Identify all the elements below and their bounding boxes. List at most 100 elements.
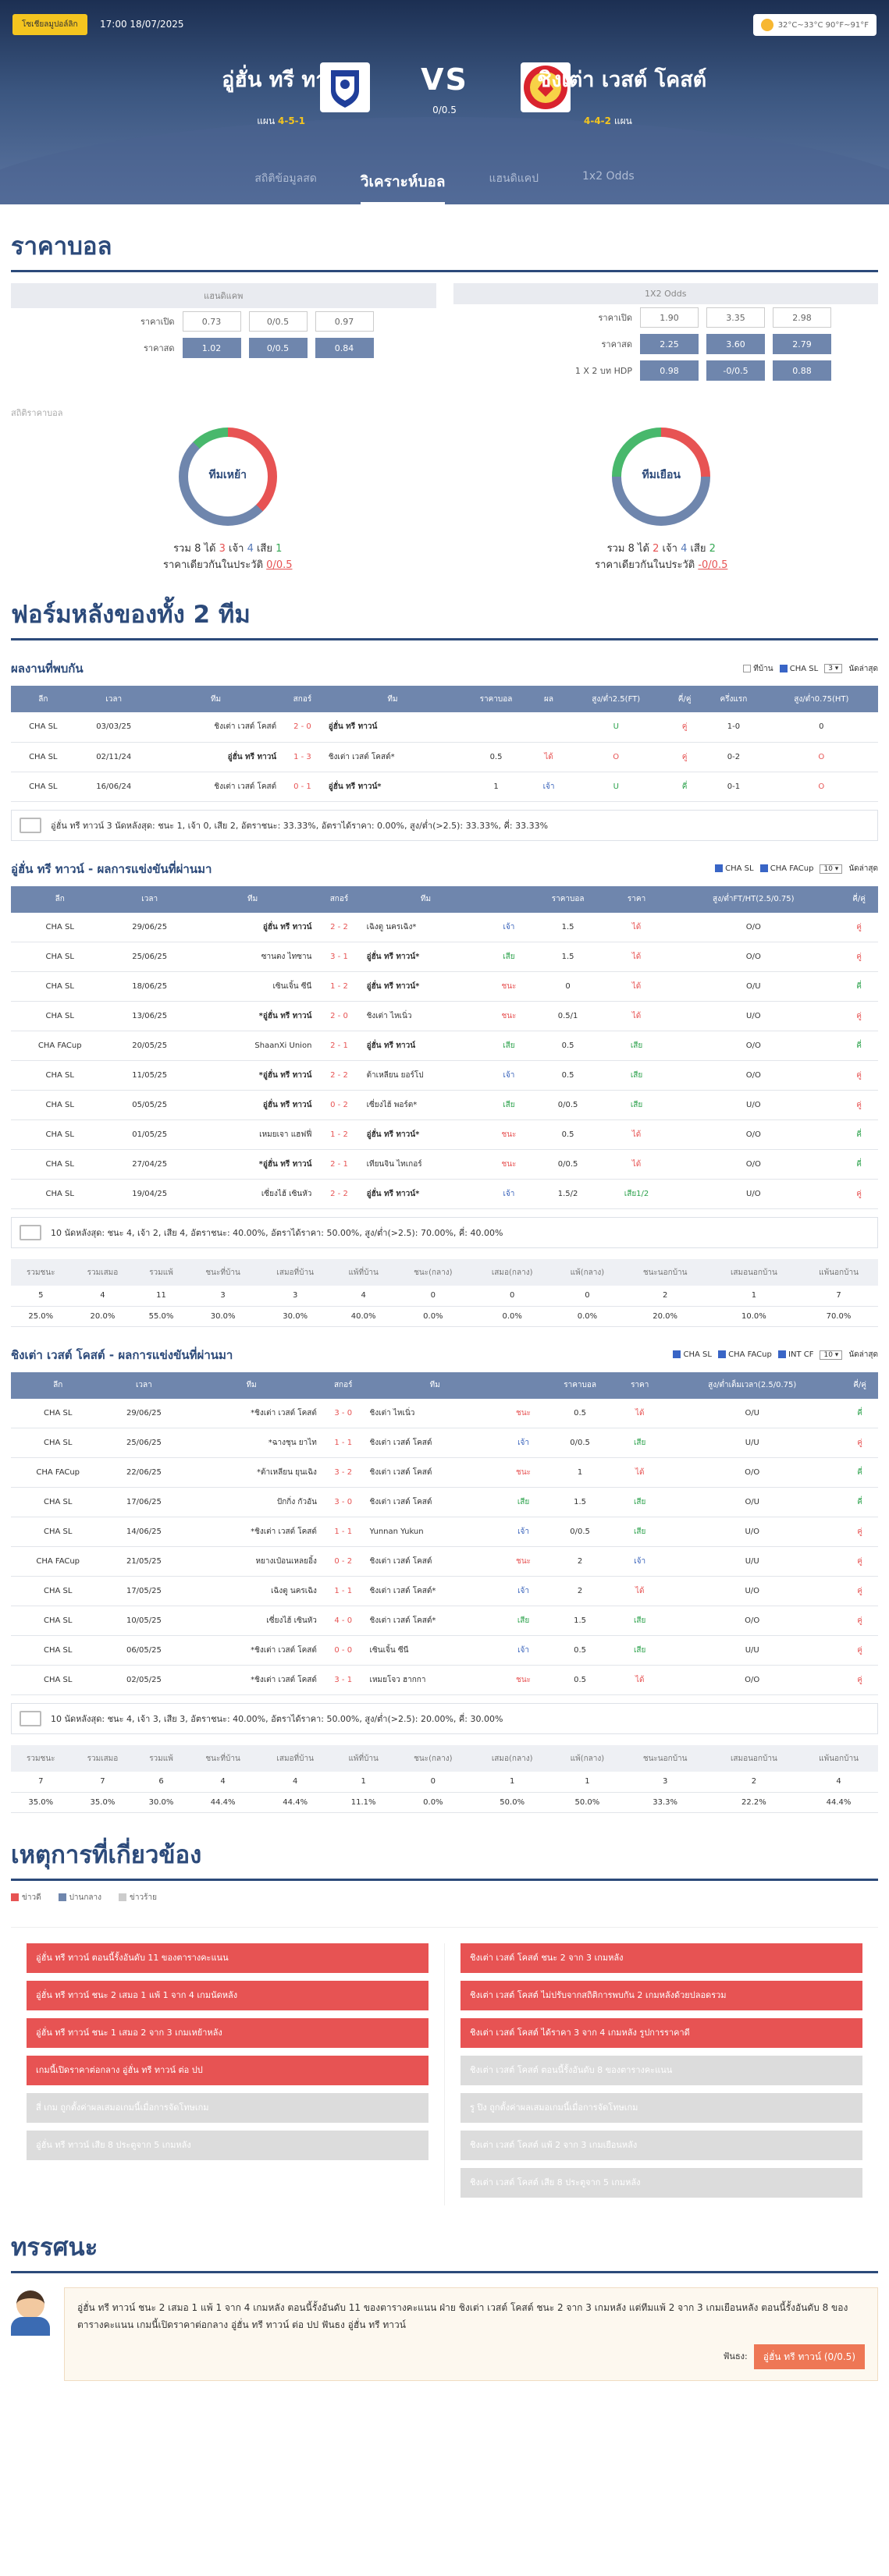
event-item[interactable]: สี่ เกม ถูกตั้งค่าผลเสมอเกมนี้เมื่อการจั… bbox=[27, 2092, 428, 2123]
odds-cell[interactable]: 1.02 bbox=[182, 338, 241, 358]
table-row[interactable]: CHA SL 13/06/25 *อู่ฮั่น ทรี ทาวน์ 2 - 0 ชิง… bbox=[11, 1001, 878, 1031]
pencil-icon bbox=[20, 1711, 41, 1726]
odds-cell[interactable]: 0.98 bbox=[640, 360, 699, 381]
table-cell: เสีย bbox=[617, 1635, 663, 1666]
odds-cell[interactable]: -0/0.5 bbox=[706, 360, 765, 381]
odds-cell[interactable]: 2.25 bbox=[640, 334, 699, 354]
table-cell: ชิงเต่า เวสต์ โคสต์ bbox=[366, 1457, 504, 1488]
stat-header: รวมเสมอ bbox=[70, 1259, 135, 1286]
odds-cell[interactable]: 2.79 bbox=[773, 334, 831, 354]
odds-cell[interactable]: 3.60 bbox=[706, 334, 765, 354]
count-select[interactable]: 10 ▾ bbox=[820, 1350, 843, 1360]
table-cell: CHA SL bbox=[11, 1060, 109, 1091]
table-row[interactable]: CHA FACup 22/06/25 *ต้าเหลียน ยุนเฉิง 3 - 2… bbox=[11, 1457, 878, 1488]
table-row[interactable]: CHA SL 03/03/25 ชิงเต่า เวสต์ โคสต์ 2 - 0 อู… bbox=[11, 712, 878, 743]
odds-cell[interactable]: 0.84 bbox=[315, 338, 374, 358]
table-cell: 1.5/2 bbox=[529, 1179, 606, 1209]
odds-cell[interactable]: 0.97 bbox=[315, 311, 374, 332]
brand-button[interactable]: โซเชียลมูปอล์ลิก bbox=[12, 14, 87, 35]
odds-cell[interactable]: 1.90 bbox=[640, 307, 699, 328]
event-item[interactable]: ชิงเต่า เวสต์ โคสต์ เสีย 8 ประตูจาก 5 เก… bbox=[461, 2167, 862, 2198]
h2h-filters: ทีบ้าน CHA SL 3 ▾ นัดล่าสุด bbox=[743, 663, 878, 675]
table-row[interactable]: CHA FACup 20/05/25 ShaanXi Union 2 - 1 อู่ฮั… bbox=[11, 1031, 878, 1061]
table-cell: คี่ bbox=[841, 1457, 878, 1488]
event-item[interactable]: ชิงเต่า เวสต์ โคสต์ ตอนนี้รั้งอันดับ 8 ข… bbox=[461, 2055, 862, 2085]
same-value[interactable]: -0/0.5 bbox=[698, 559, 728, 571]
table-row[interactable]: CHA SL 29/06/25 อู่ฮั่น ทรี ทาวน์ 2 - 2 เฉิง… bbox=[11, 912, 878, 942]
event-item[interactable]: ชิงเต่า เวสต์ โคสต์ แพ้ 2 จาก 3 เกมเยือน… bbox=[461, 2130, 862, 2160]
event-item[interactable]: ชิงเต่า เวสต์ โคสต์ ไม่ปรับจากสถิติการพบ… bbox=[461, 1980, 862, 2010]
filter-checkbox[interactable]: CHA FACup bbox=[717, 1350, 772, 1359]
odds-cell[interactable]: 3.35 bbox=[706, 307, 765, 328]
stat-header: เสมอนอกบ้าน bbox=[708, 1259, 800, 1286]
stat-cell: 20.0% bbox=[70, 1306, 135, 1327]
filter-checkbox[interactable]: CHA SL bbox=[714, 864, 754, 873]
count-select[interactable]: 3 ▾ bbox=[824, 664, 843, 673]
event-item[interactable]: ชิงเต่า เวสต์ โคสต์ ได้ราคา 3 จาก 4 เกมห… bbox=[461, 2017, 862, 2048]
pick-value[interactable]: อู่ฮั่น ทรี ทาวน์ (0/0.5) bbox=[753, 2344, 865, 2369]
table-row[interactable]: CHA SL 01/05/25 เหมยเจา แฮฟฟี่ 1 - 2 อู่ฮั่น… bbox=[11, 1119, 878, 1150]
checkbox-icon[interactable] bbox=[673, 1350, 681, 1358]
event-item[interactable]: อู่ฮั่น ทรี ทาวน์ ตอนนี้รั้งอันดับ 11 ขอ… bbox=[27, 1943, 428, 1973]
event-item[interactable]: รู ปิง ถูกตั้งค่าผลเสมอเกมนี้เมื่อการจัด… bbox=[461, 2092, 862, 2123]
table-row[interactable]: CHA SL 10/05/25 เซี่ยงไฮ้ เซินหัว 4 - 0 ชิงเ… bbox=[11, 1606, 878, 1636]
stat-cell: 55.0% bbox=[134, 1306, 188, 1327]
table-cell: คู่ bbox=[841, 1665, 878, 1695]
table-row[interactable]: CHA SL 25/06/25 *ฉางชุน ยาไท 1 - 1 ชิงเต่า เ… bbox=[11, 1428, 878, 1458]
table-cell: เฉิงตู นครเฉิง* bbox=[363, 912, 489, 942]
checkbox-icon[interactable] bbox=[779, 664, 788, 672]
filter-checkbox[interactable]: CHA FACup bbox=[759, 864, 813, 873]
table-row[interactable]: CHA SL 17/05/25 เฉิงตู นครเฉิง 1 - 1 ชิงเต่า… bbox=[11, 1576, 878, 1606]
filter-checkbox[interactable]: ทีบ้าน bbox=[743, 663, 773, 675]
table-cell: CHA SL bbox=[11, 1119, 109, 1150]
table-cell: เฉิงตู นครเฉิง bbox=[183, 1576, 320, 1606]
odds-cell[interactable]: 0/0.5 bbox=[248, 338, 308, 358]
table-row[interactable]: CHA SL 19/04/25 เซี่ยงไฮ้ เซินหัว 2 - 2 อู่ฮ… bbox=[11, 1179, 878, 1209]
checkbox-icon[interactable] bbox=[777, 1350, 786, 1358]
table-row[interactable]: CHA SL 17/06/25 ปักกิ่ง กัวอัน 3 - 0 ชิงเต่า… bbox=[11, 1487, 878, 1517]
table-cell: ปักกิ่ง กัวอัน bbox=[183, 1487, 320, 1517]
filter-checkbox[interactable]: INT CF bbox=[777, 1350, 813, 1359]
event-item[interactable]: ชิงเต่า เวสต์ โคสต์ ชนะ 2 จาก 3 เกมหลัง bbox=[461, 1943, 862, 1973]
checkbox-icon[interactable] bbox=[714, 864, 723, 872]
nav-tab[interactable]: วิเคราะห์บอล bbox=[360, 170, 446, 204]
checkbox-icon[interactable] bbox=[717, 1350, 726, 1358]
table-cell: เทียนจิน ไทเกอร์ bbox=[363, 1149, 489, 1180]
filter-checkbox[interactable]: CHA SL bbox=[673, 1350, 712, 1359]
nav-tab[interactable]: แฮนดิแคป bbox=[489, 172, 539, 185]
table-cell: 19/04/25 bbox=[108, 1179, 190, 1209]
table-cell: ชิงเต่า เวสต์ โคสต์ bbox=[366, 1546, 504, 1577]
table-row[interactable]: CHA SL 27/04/25 *อู่ฮั่น ทรี ทาวน์ 2 - 1 เที… bbox=[11, 1149, 878, 1180]
event-item[interactable]: เกมนี้เปิดราคาต่อกลาง อู่ฮั่น ทรี ทาวน์ … bbox=[27, 2055, 428, 2085]
checkbox-icon[interactable] bbox=[759, 864, 768, 872]
nav-tab[interactable]: สถิติข้อมูลสด bbox=[254, 172, 317, 185]
event-item[interactable]: อู่ฮั่น ทรี ทาวน์ ชนะ 1 เสมอ 2 จาก 3 เกม… bbox=[27, 2017, 428, 2048]
column-header: คี่/คู่ bbox=[840, 885, 878, 913]
table-row[interactable]: CHA SL 02/11/24 อู่ฮั่น ทรี ทาวน์ 1 - 3 ชิงเ… bbox=[11, 742, 878, 772]
nav-tab[interactable]: 1x2 Odds bbox=[582, 170, 635, 183]
event-item[interactable]: อู่ฮั่น ทรี ทาวน์ ชนะ 2 เสมอ 1 แพ้ 1 จาก… bbox=[27, 1980, 428, 2010]
checkbox-icon[interactable] bbox=[743, 664, 752, 672]
table-row[interactable]: CHA SL 18/06/25 เซินเจิ้น ซีนี 1 - 2 อู่ฮั่น… bbox=[11, 971, 878, 1002]
table-row[interactable]: CHA SL 16/06/24 ชิงเต่า เวสต์ โคสต์ 0 - 1 อู… bbox=[11, 772, 878, 802]
filter-checkbox[interactable]: CHA SL bbox=[779, 664, 818, 673]
odds-cell[interactable]: 2.98 bbox=[773, 307, 831, 328]
odds-cell[interactable]: 0/0.5 bbox=[248, 311, 308, 332]
away-team-name[interactable]: ชิงเต่า เวสต์ โคสต์ bbox=[537, 68, 707, 92]
odds-cell[interactable]: 0.73 bbox=[182, 311, 241, 332]
table-cell: O/U bbox=[663, 1487, 842, 1517]
same-value[interactable]: 0/0.5 bbox=[266, 559, 293, 571]
table-cell: 3 - 2 bbox=[319, 1457, 367, 1488]
odds-cell[interactable]: 0.88 bbox=[773, 360, 831, 381]
event-item[interactable]: อู่ฮั่น ทรี ทาวน์ เสีย 8 ประตูจาก 5 เกมห… bbox=[27, 2130, 428, 2160]
table-row[interactable]: CHA SL 11/05/25 *อู่ฮั่น ทรี ทาวน์ 2 - 2 ต้า… bbox=[11, 1060, 878, 1091]
table-row[interactable]: CHA SL 25/06/25 ซานตง ไทซาน 3 - 1 อู่ฮั่น ทร… bbox=[11, 942, 878, 972]
count-select[interactable]: 10 ▾ bbox=[820, 864, 843, 874]
table-row[interactable]: CHA SL 05/05/25 อู่ฮั่น ทรี ทาวน์ 0 - 2 เซี่… bbox=[11, 1090, 878, 1120]
away-stats-table: รวมชนะ รวมเสมอ รวมแพ้ ชนะที่บ้าน เสมอที่บ้าน… bbox=[11, 1745, 878, 1813]
